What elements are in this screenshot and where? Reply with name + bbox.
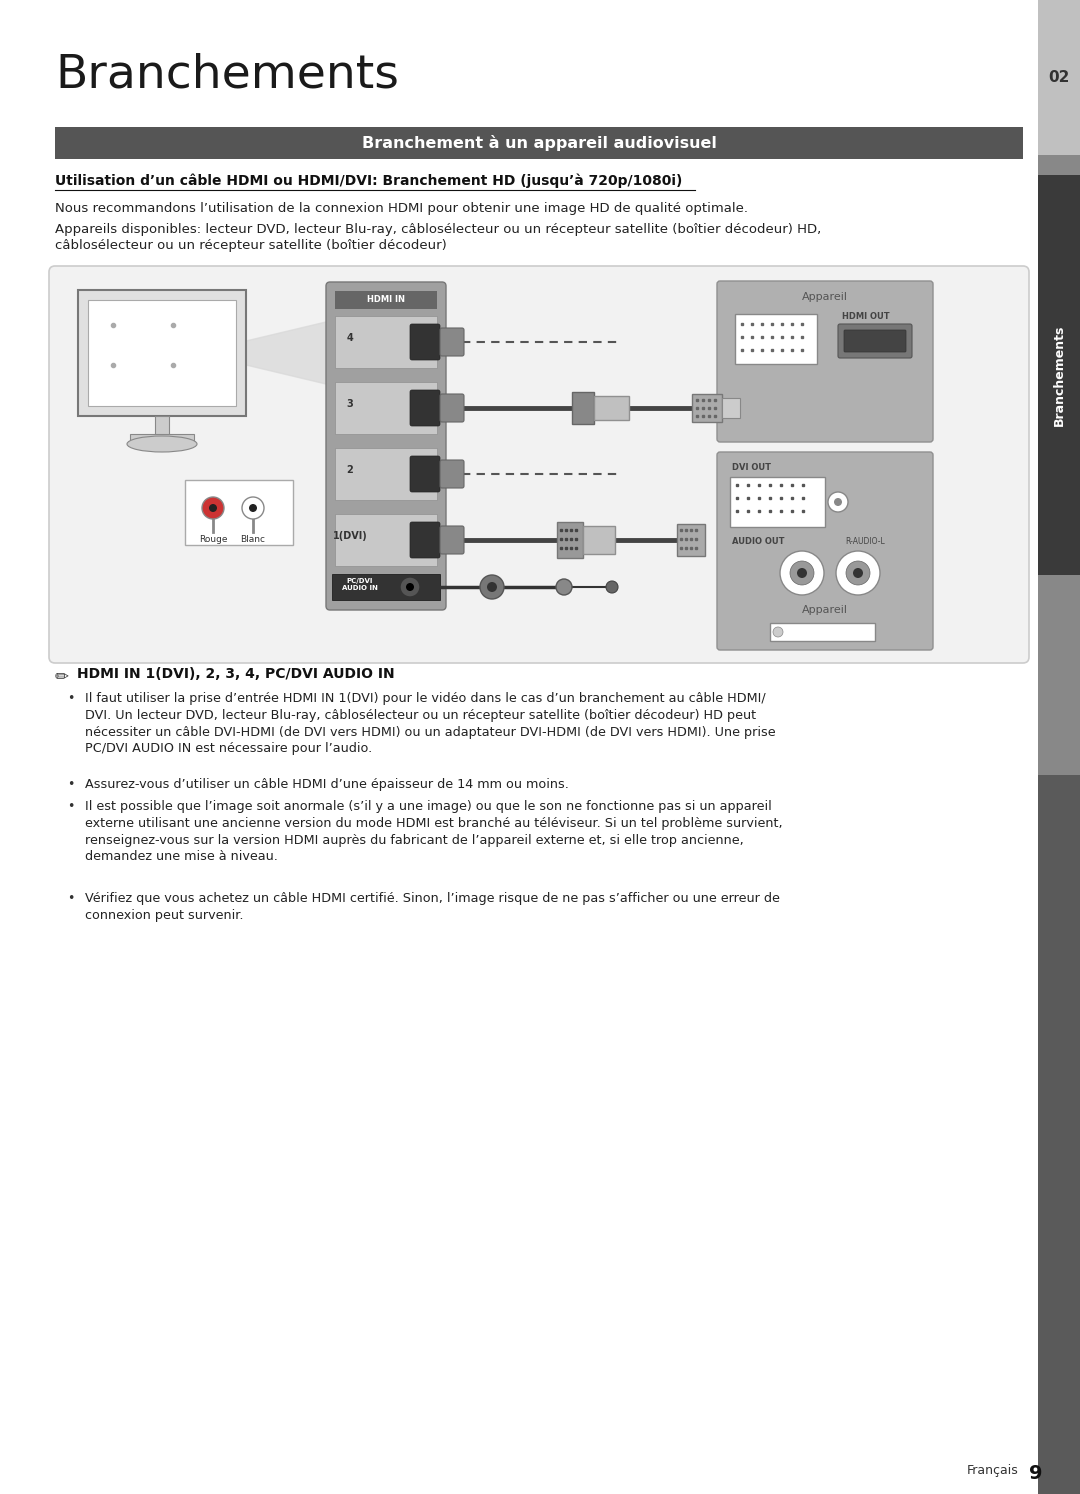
Polygon shape <box>246 321 330 385</box>
Text: •: • <box>67 892 75 905</box>
Text: R-AUDIO-L: R-AUDIO-L <box>846 536 885 545</box>
Text: Rouge: Rouge <box>199 535 227 544</box>
Bar <box>335 317 437 368</box>
Circle shape <box>780 551 824 595</box>
Bar <box>332 574 440 601</box>
FancyBboxPatch shape <box>717 281 933 442</box>
Circle shape <box>773 627 783 636</box>
Text: DVI OUT: DVI OUT <box>732 463 771 472</box>
Text: 02: 02 <box>1049 70 1069 85</box>
Bar <box>677 524 705 556</box>
Bar <box>1038 575 1080 775</box>
Bar <box>55 127 1023 158</box>
Bar <box>156 415 168 438</box>
Text: Appareils disponibles: lecteur DVD, lecteur Blu-ray, câblosélecteur ou un récept: Appareils disponibles: lecteur DVD, lect… <box>55 223 821 252</box>
Text: HDMI IN: HDMI IN <box>367 296 405 305</box>
Circle shape <box>828 492 848 512</box>
Bar <box>1038 0 1080 1494</box>
Circle shape <box>836 551 880 595</box>
Circle shape <box>487 583 497 592</box>
Text: Nous recommandons l’utilisation de la connexion HDMI pour obtenir une image HD d: Nous recommandons l’utilisation de la co… <box>55 202 748 215</box>
Ellipse shape <box>127 436 197 453</box>
Circle shape <box>202 498 224 518</box>
Bar <box>692 394 723 421</box>
FancyBboxPatch shape <box>410 521 440 557</box>
Text: Branchements: Branchements <box>1053 324 1066 426</box>
Bar <box>594 396 629 420</box>
FancyBboxPatch shape <box>410 390 440 426</box>
Bar <box>723 397 740 418</box>
FancyBboxPatch shape <box>843 330 906 353</box>
Bar <box>1038 155 1080 175</box>
Bar <box>770 623 875 641</box>
Circle shape <box>480 575 504 599</box>
Bar <box>335 382 437 433</box>
Bar <box>572 391 594 424</box>
Text: Appareil: Appareil <box>802 605 848 616</box>
Bar <box>335 448 437 500</box>
Bar <box>335 291 437 309</box>
Bar <box>87 300 237 406</box>
Text: 1(DVI): 1(DVI) <box>333 530 367 541</box>
Text: 2: 2 <box>347 465 353 475</box>
FancyBboxPatch shape <box>440 329 464 356</box>
Circle shape <box>406 583 414 592</box>
Bar <box>583 526 615 554</box>
Text: •: • <box>67 778 75 790</box>
Circle shape <box>834 498 842 506</box>
FancyBboxPatch shape <box>440 394 464 421</box>
Text: 4: 4 <box>347 333 353 344</box>
Text: Branchement à un appareil audiovisuel: Branchement à un appareil audiovisuel <box>362 134 716 151</box>
Circle shape <box>797 568 807 578</box>
Text: •: • <box>67 692 75 705</box>
FancyBboxPatch shape <box>410 456 440 492</box>
Text: 3: 3 <box>347 399 353 409</box>
FancyBboxPatch shape <box>49 266 1029 663</box>
Text: •: • <box>67 799 75 813</box>
Bar <box>1038 175 1080 575</box>
Circle shape <box>400 577 420 598</box>
Text: Blanc: Blanc <box>241 535 266 544</box>
Bar <box>1038 0 1080 155</box>
Text: Il faut utiliser la prise d’entrée HDMI IN 1(DVI) pour le vidéo dans le cas d’un: Il faut utiliser la prise d’entrée HDMI … <box>85 692 775 756</box>
Circle shape <box>846 562 870 586</box>
Circle shape <box>853 568 863 578</box>
Text: ✏: ✏ <box>55 666 69 686</box>
Circle shape <box>556 580 572 595</box>
Text: Français: Français <box>967 1464 1018 1478</box>
Text: Utilisation d’un câble HDMI ou HDMI/DVI: Branchement HD (jusqu’à 720p/1080i): Utilisation d’un câble HDMI ou HDMI/DVI:… <box>55 173 683 188</box>
Text: HDMI IN 1(DVI), 2, 3, 4, PC/DVI AUDIO IN: HDMI IN 1(DVI), 2, 3, 4, PC/DVI AUDIO IN <box>77 666 394 681</box>
Circle shape <box>789 562 814 586</box>
Circle shape <box>249 503 257 512</box>
Circle shape <box>210 503 217 512</box>
Bar <box>735 314 816 365</box>
Bar <box>78 290 246 415</box>
Text: HDMI OUT: HDMI OUT <box>842 312 890 321</box>
Text: Vérifiez que vous achetez un câble HDMI certifié. Sinon, l’image risque de ne pa: Vérifiez que vous achetez un câble HDMI … <box>85 892 780 922</box>
Bar <box>185 480 293 545</box>
Text: 9: 9 <box>1029 1464 1043 1484</box>
Circle shape <box>606 581 618 593</box>
FancyBboxPatch shape <box>440 526 464 554</box>
Text: Assurez-vous d’utiliser un câble HDMI d’une épaisseur de 14 mm ou moins.: Assurez-vous d’utiliser un câble HDMI d’… <box>85 778 569 790</box>
Bar <box>335 514 437 566</box>
Text: PC/DVI
AUDIO IN: PC/DVI AUDIO IN <box>342 578 378 592</box>
FancyBboxPatch shape <box>326 282 446 610</box>
Text: Appareil: Appareil <box>802 291 848 302</box>
Bar <box>130 433 194 444</box>
Bar <box>730 477 825 527</box>
FancyBboxPatch shape <box>717 453 933 650</box>
Text: Branchements: Branchements <box>55 52 399 97</box>
FancyBboxPatch shape <box>838 324 912 359</box>
FancyBboxPatch shape <box>440 460 464 489</box>
FancyBboxPatch shape <box>410 324 440 360</box>
Text: AUDIO OUT: AUDIO OUT <box>732 536 784 545</box>
Circle shape <box>242 498 264 518</box>
Text: Il est possible que l’image soit anormale (s’il y a une image) ou que le son ne : Il est possible que l’image soit anormal… <box>85 799 783 864</box>
Bar <box>557 521 583 557</box>
